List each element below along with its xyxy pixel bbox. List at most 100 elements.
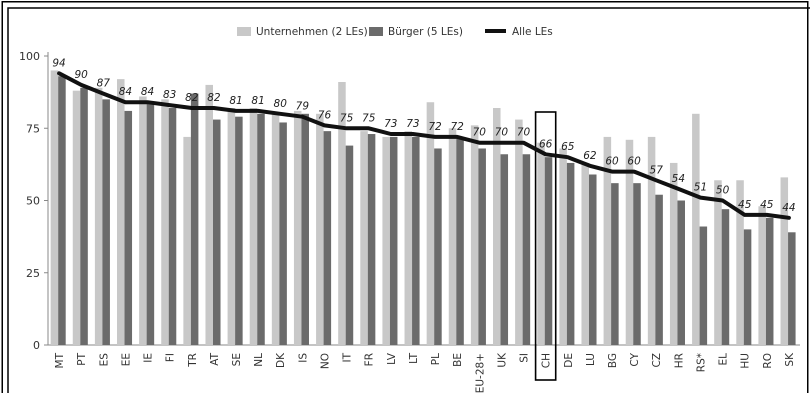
x-tick-label: HR [673,353,685,368]
bar-buerger [389,136,398,345]
data-label: 73 [384,118,397,130]
bar-unternehmen [338,82,346,345]
data-label: 70 [517,127,531,139]
x-tick-label: ES [98,353,110,367]
x-tick-label: PT [76,352,88,365]
bar-unternehmen [758,206,766,345]
data-label: 45 [738,199,752,211]
data-label: 79 [296,101,310,113]
data-label: 87 [97,78,111,90]
x-tick-label: MT [54,352,66,368]
x-tick-label: PL [430,353,442,365]
bar-unternehmen [559,148,567,345]
legend-swatch-buerger [369,27,383,36]
bar-buerger [168,108,177,346]
bar-buerger [611,183,619,345]
x-axis-labels: MT PT ES EE IE FI TR AT SE NL DK IS NO IT FR LV LT PL BE EU… [54,352,796,393]
bar-unternehmen [470,125,479,345]
bar-buerger [190,93,199,345]
outer-border-top [1,1,809,3]
bar-unternehmen [692,113,700,345]
bar-unternehmen [669,162,678,345]
bar-buerger [124,110,133,345]
x-tick-label: SE [231,353,243,366]
x-tick-label: LU [585,353,597,366]
highlight-box-ch [534,111,557,381]
data-label: 81 [251,95,264,107]
bar-buerger [434,148,442,345]
line-series [57,71,791,220]
data-label: 45 [760,199,774,211]
inner-frame [7,7,810,397]
bar-buerger [58,76,66,345]
x-tick-label: EL [718,353,730,366]
line-alle-les [57,71,791,220]
data-label: 66 [539,138,553,150]
bar-unternehmen [293,110,302,345]
x-tick-label: FR [364,353,376,366]
data-label: 90 [74,69,88,81]
bar-unternehmen [780,177,789,345]
bar-unternehmen [271,113,280,345]
data-label: 62 [583,150,597,162]
x-tick-label: AT [209,352,221,365]
bar-unternehmen [360,131,368,345]
bar-buerger [235,116,243,345]
x-tick-label: LT [408,352,420,363]
bar-unternehmen [736,180,744,345]
bar-unternehmen [625,139,634,345]
bar-buerger [367,134,376,345]
y-tick-label: 0 [33,339,40,352]
data-label: 82 [207,92,221,104]
bar-unternehmen [249,108,258,346]
data-label: 65 [561,141,575,153]
bar-buerger [80,87,88,345]
bar-buerger [500,154,509,345]
bar-buerger [456,136,464,345]
data-label: 84 [141,86,154,98]
x-tick-label: IS [297,353,309,363]
bar-unternehmen [537,142,545,345]
x-tick-label: IT [342,352,354,362]
data-label: 44 [782,202,795,214]
value-labels: 94 90 87 84 84 83 82 82 81 81 80 79 76 75 75 73 73 72 72 70… [52,57,795,214]
x-tick-label: TR [187,353,199,368]
y-tick-label: 75 [26,122,40,135]
bar-buerger [323,131,332,345]
data-label: 54 [672,173,685,185]
data-label: 51 [694,182,707,194]
bar-unternehmen [581,162,589,345]
data-label: 81 [229,95,242,107]
bar-buerger [765,217,774,345]
bar-buerger [478,148,486,345]
bar-unternehmen [161,99,169,345]
bar-buerger [544,157,553,345]
bar-unternehmen [316,113,324,345]
data-label: 70 [495,127,509,139]
bar-buerger [721,209,730,345]
bar-unternehmen [404,131,413,345]
bar-unternehmen [426,102,435,346]
legend: Unternehmen (2 LEs) Bürger (5 LEs) Alle LE… [237,26,553,38]
data-label: 75 [340,112,354,124]
data-label: 72 [450,121,464,133]
x-tick-label: HU [740,353,752,369]
x-tick-label: CH [541,353,553,368]
data-label: 73 [406,118,419,130]
bar-buerger [412,136,420,345]
bars [50,70,796,346]
data-label: 80 [274,98,288,110]
bar-buerger [566,162,575,345]
data-label: 70 [473,127,487,139]
data-label: 76 [318,109,332,121]
bar-buerger [301,113,309,345]
data-label: 82 [185,92,199,104]
data-label: 60 [627,156,641,168]
outer-border-left [1,1,3,393]
bar-unternehmen [448,128,457,345]
bar-unternehmen [647,136,656,345]
x-tick-label: UK [496,352,508,368]
bar-unternehmen [515,119,523,345]
bar-buerger [788,232,796,345]
